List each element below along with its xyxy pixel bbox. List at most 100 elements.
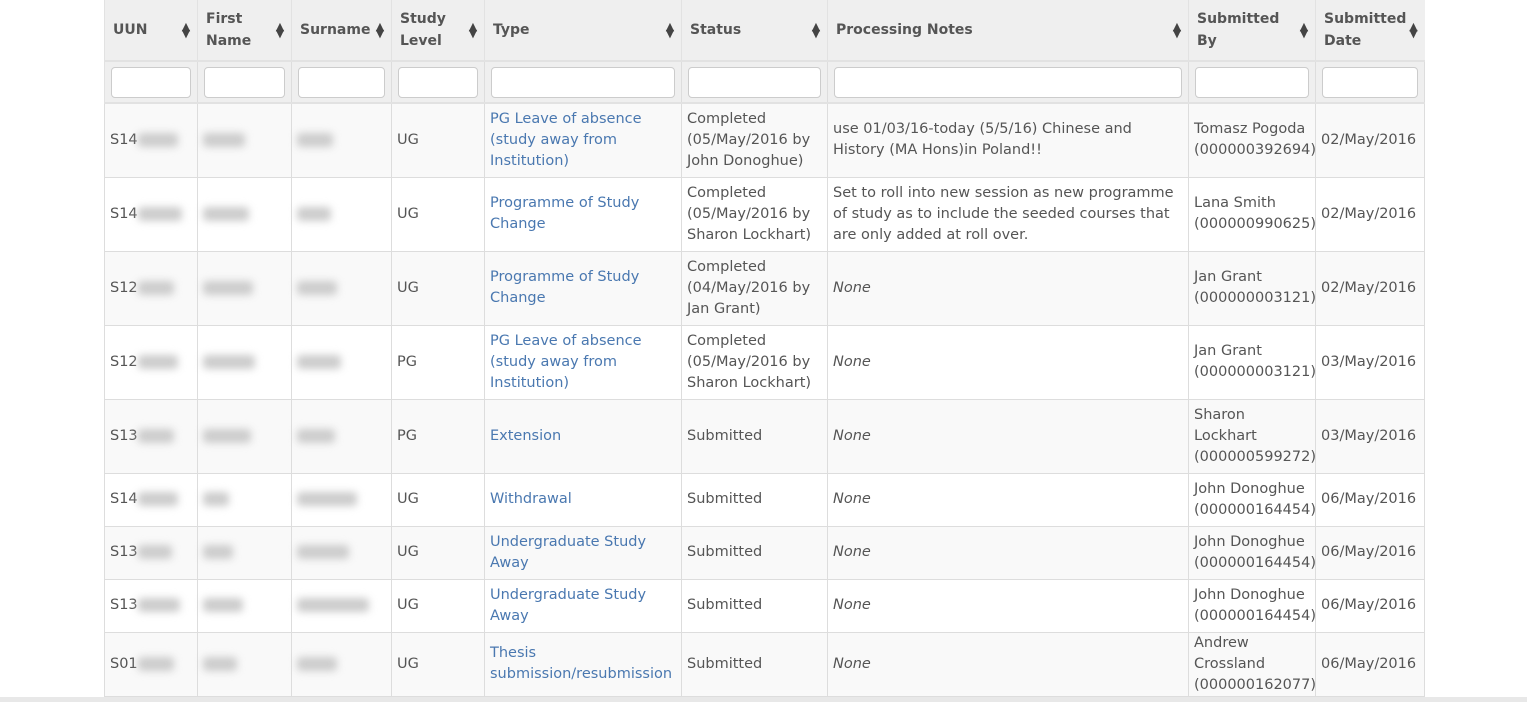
redacted-text [203,280,253,295]
redacted-text [203,656,237,671]
type-link[interactable]: Undergraduate Study Away [490,586,647,624]
study-level-cell: UG [391,250,485,326]
sort-icon[interactable]: ▲ ▼ [1299,20,1309,40]
submitted-by-cell: John Donoghue (000000164454) [1188,578,1316,633]
sort-icon[interactable]: ▲ ▼ [1172,20,1182,40]
table-row[interactable]: S13 PG Extension Submitted None Sharon L… [104,398,1425,474]
filter-input-status[interactable] [688,66,821,98]
study-level-cell: UG [391,631,485,697]
redacted-text [203,354,255,369]
redacted-text [297,206,331,221]
sort-icon[interactable]: ▲ ▼ [275,20,285,40]
column-header-label: Submitted Date [1324,11,1407,49]
filter-input-study-level[interactable] [398,66,478,98]
column-header-label: Processing Notes [836,22,973,38]
redacted-text [203,598,243,612]
status-cell: Submitted [681,631,828,697]
type-link[interactable]: Extension [490,427,562,444]
redacted-text [297,132,333,147]
processing-notes-cell: None [827,398,1189,474]
submitted-date-cell: 02/May/2016 [1315,250,1425,326]
table-row[interactable]: S12 PG PG Leave of absence (study away f… [104,324,1425,400]
sort-icon[interactable]: ▲ ▼ [811,20,821,40]
type-link[interactable]: Withdrawal [490,491,572,507]
study-level-cell: PG [391,324,485,400]
redacted-text [297,428,335,443]
sort-icon[interactable]: ▲ ▼ [468,20,478,40]
surname-cell [291,250,392,326]
redacted-text [137,492,178,506]
study-level-cell: UG [391,472,485,527]
type-link[interactable]: PG Leave of absence (study away from Ins… [490,332,642,391]
submitted-by-cell: Tomasz Pogoda (000000392694) [1188,102,1316,178]
sort-icon[interactable]: ▲ ▼ [665,20,675,40]
redacted-text [137,545,172,559]
submitted-date-cell: 06/May/2016 [1315,578,1425,633]
column-header-label: First Name [206,11,252,49]
type-cell: Programme of Study Change [484,176,682,252]
submitted-date-cell: 02/May/2016 [1315,176,1425,252]
submitted-by-cell: Sharon Lockhart (000000599272) [1188,398,1316,474]
submitted-date-cell: 03/May/2016 [1315,324,1425,400]
column-header-uun[interactable]: UUN ▲ ▼ [104,0,198,62]
filter-input-surname[interactable] [298,66,385,98]
table-row[interactable]: S14 UG Withdrawal Submitted None John Do… [104,472,1425,527]
sort-icon[interactable]: ▲ ▼ [181,20,191,40]
column-header-label: Surname [300,22,371,38]
type-link[interactable]: PG Leave of absence (study away from Ins… [490,110,642,169]
first-name-cell [197,102,292,178]
table-row[interactable]: S14 UG Programme of Study Change Complet… [104,176,1425,252]
type-link[interactable]: Programme of Study Change [490,269,640,306]
filter-input-processing-notes[interactable] [834,66,1182,98]
submitted-date-cell: 03/May/2016 [1315,398,1425,474]
submitted-by-cell: John Donoghue (000000164454) [1188,525,1316,580]
status-cell: Submitted [681,525,828,580]
column-header-processing-notes[interactable]: Processing Notes ▲ ▼ [827,0,1189,62]
study-level-cell: UG [391,525,485,580]
redacted-text [137,206,182,221]
column-header-study-level[interactable]: Study Level ▲ ▼ [391,0,485,62]
column-header-submitted-by[interactable]: Submitted By ▲ ▼ [1188,0,1316,62]
first-name-cell [197,176,292,252]
type-cell: Extension [484,398,682,474]
type-cell: Undergraduate Study Away [484,578,682,633]
filter-input-uun[interactable] [111,66,191,98]
column-header-status[interactable]: Status ▲ ▼ [681,0,828,62]
type-link[interactable]: Thesis submission/resubmission [490,645,673,682]
column-header-surname[interactable]: Surname ▲ ▼ [291,0,392,62]
uun-cell: S14 [104,176,198,252]
submitted-by-cell: Lana Smith (000000990625) [1188,176,1316,252]
type-link[interactable]: Undergraduate Study Away [490,533,647,571]
surname-cell [291,398,392,474]
column-header-submitted-date[interactable]: Submitted Date ▲ ▼ [1315,0,1425,62]
table-row[interactable]: S14 UG PG Leave of absence (study away f… [104,102,1425,178]
type-cell: PG Leave of absence (study away from Ins… [484,102,682,178]
column-header-label: Status [690,22,742,38]
redacted-text [203,132,245,147]
type-cell: Thesis submission/resubmission [484,631,682,697]
status-cell: Submitted [681,398,828,474]
filter-input-submitted-date[interactable] [1322,66,1418,98]
first-name-cell [197,398,292,474]
filter-input-type[interactable] [491,66,675,98]
column-header-type[interactable]: Type ▲ ▼ [484,0,682,62]
column-header-first-name[interactable]: First Name ▲ ▼ [197,0,292,62]
horizontal-scrollbar[interactable] [0,697,1527,702]
header-row: UUN ▲ ▼ First Name ▲ ▼ Surname ▲ ▼ Study Level ▲ ▼ T… [104,0,1425,62]
uun-cell: S12 [104,324,198,400]
uun-cell: S14 [104,102,198,178]
table-row[interactable]: S13 UG Undergraduate Study Away Submitte… [104,525,1425,580]
redacted-text [137,598,180,612]
surname-cell [291,578,392,633]
surname-cell [291,631,392,697]
table-row[interactable]: S13 UG Undergraduate Study Away Submitte… [104,578,1425,633]
redacted-text [137,280,174,295]
table-row[interactable]: S01 UG Thesis submission/resubmission Su… [104,631,1425,697]
sort-icon[interactable]: ▲ ▼ [1409,20,1418,40]
filter-input-submitted-by[interactable] [1195,66,1309,98]
type-link[interactable]: Programme of Study Change [490,195,640,232]
filter-input-first-name[interactable] [204,66,285,98]
table-row[interactable]: S12 UG Programme of Study Change Complet… [104,250,1425,326]
sort-icon[interactable]: ▲ ▼ [375,20,385,40]
redacted-text [297,354,341,369]
